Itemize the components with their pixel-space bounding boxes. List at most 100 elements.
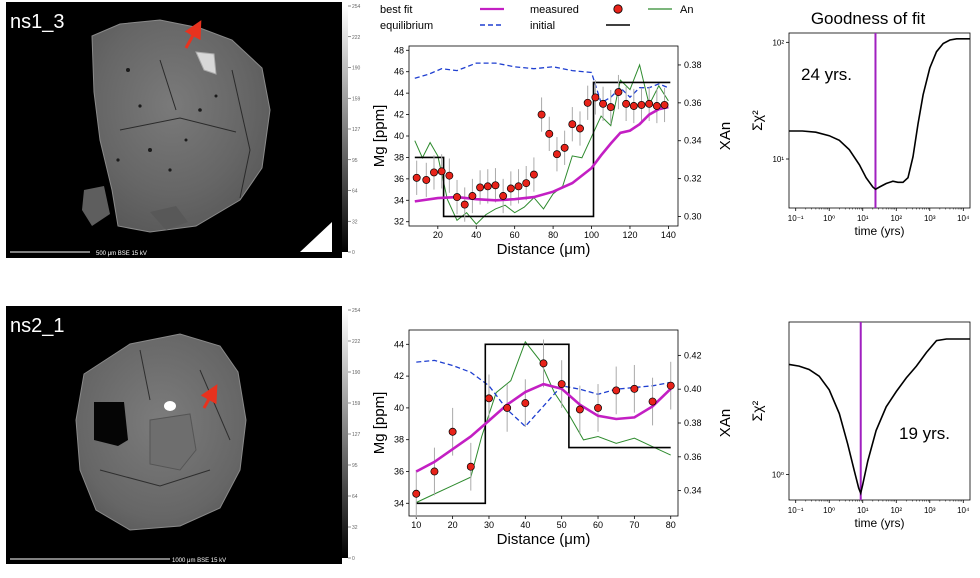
measured-point: [652, 102, 661, 110]
x-tick-label: 10⁻¹: [788, 214, 804, 223]
x-tick-label: 10²: [890, 506, 902, 515]
crack-lines: [119, 59, 251, 199]
x-tick-label: 10⁴: [957, 506, 970, 515]
y-tick-label: 34: [394, 498, 404, 508]
colorbar-ticks: 254 222 190 159 127 95 64 32 0: [348, 4, 361, 256]
measured-point: [437, 167, 446, 176]
x-tick-label: 10: [411, 520, 421, 530]
chi2-curve: [788, 338, 970, 496]
measured-point: [448, 427, 457, 436]
y-tick-label: 40: [394, 131, 404, 141]
an-series: [416, 340, 671, 503]
y-tick-label: 10²: [772, 38, 784, 47]
y-axis-label: Σχ²: [749, 110, 765, 131]
colorbar-tick-label: 64: [352, 494, 358, 500]
plot-frame: [788, 32, 971, 209]
legend-an-label: An: [680, 4, 693, 16]
measured-point: [637, 100, 646, 109]
measured-point: [612, 386, 621, 395]
measured-point: [453, 193, 461, 202]
x-tick-label: 10⁰: [823, 214, 835, 223]
measured-point: [483, 182, 492, 191]
x-tick-label: 20: [433, 230, 443, 240]
measured-point: [521, 399, 530, 408]
plot-frame: [408, 45, 679, 227]
best-fit-series: [415, 382, 672, 473]
x-tick-label: 20: [448, 520, 458, 530]
measured-point: [545, 129, 554, 138]
measured-point: [666, 381, 675, 390]
x-tick-label: 10⁴: [957, 214, 970, 223]
y2-tick-label: 0.34: [684, 136, 702, 146]
y-tick-label: 42: [394, 110, 404, 120]
x-tick-label: 40: [471, 230, 481, 240]
y-tick-label: 46: [394, 67, 404, 77]
colorbar-tick-label: 64: [352, 189, 358, 195]
measured-point: [445, 171, 454, 180]
legend-initial-label: initial: [530, 20, 555, 32]
colorbar-tick-label: 32: [352, 525, 358, 531]
y2-tick-label: 0.38: [684, 418, 702, 428]
measured-point: [591, 93, 600, 102]
measured-point: [553, 150, 561, 159]
goodness-of-fit-title: Goodness of fit: [811, 9, 926, 28]
measured-point: [412, 173, 421, 182]
y-axis-label: Mg [ppm]: [371, 105, 388, 168]
profile-plot-ns2-1: 10 20 30 40 50 60 70 80 34 36 38 40 42 44 0.34 0.36 0.38…: [371, 329, 734, 548]
measured-point: [422, 175, 431, 184]
colorbar-tick-label: 95: [352, 463, 358, 469]
measured-point: [576, 124, 584, 133]
measured-point: [503, 403, 512, 412]
colorbar-tick-label: 32: [352, 219, 358, 225]
measured-point: [412, 489, 421, 498]
y2-tick-label: 0.36: [684, 452, 702, 462]
measured-point: [522, 179, 531, 188]
x-tick-label: 10²: [890, 214, 902, 223]
best-time-label: 24 yrs.: [801, 65, 852, 84]
y-tick-label: 42: [394, 371, 404, 381]
x-tick-label: 30: [484, 520, 494, 530]
dark-pores: [116, 68, 218, 172]
corner-triangle: [300, 222, 332, 252]
x-tick-label: 10¹: [857, 506, 869, 515]
y2-tick-label: 0.42: [684, 350, 702, 360]
measured-point: [648, 397, 657, 406]
colorbar-ticks: 254 222 190 159 127 95 64 32 0: [348, 308, 361, 562]
colorbar-tick-label: 0: [352, 556, 355, 562]
plot-frame: [788, 321, 971, 501]
y-tick-label: 38: [394, 152, 404, 162]
measured-point: [629, 102, 638, 110]
bright-inclusion: [195, 51, 217, 75]
y2-tick-label: 0.40: [684, 384, 702, 394]
measured-point: [583, 98, 592, 107]
y-tick-label: 44: [394, 88, 404, 98]
x-tick-label: 40: [520, 520, 530, 530]
measured-point: [606, 103, 615, 112]
colorbar-tick-label: 222: [352, 339, 361, 345]
measured-point: [466, 462, 475, 471]
chi2-curve: [789, 37, 970, 191]
equilibrium-series: [416, 359, 671, 428]
measured-point: [645, 99, 654, 108]
y-tick-label: 48: [394, 45, 404, 55]
measured-point: [537, 110, 546, 119]
measured-point: [630, 384, 639, 393]
y2-axis-label: XAn: [717, 122, 734, 150]
colorbar-tick-label: 0: [352, 250, 355, 256]
y-tick-label: 36: [394, 466, 404, 476]
x-tick-label: 140: [661, 230, 676, 240]
inner-zone: [149, 413, 197, 471]
measured-point: [430, 467, 439, 476]
initial-series: [414, 81, 671, 218]
equilibrium-series: [414, 62, 669, 104]
y-tick-label: 32: [394, 217, 404, 227]
arrow: [200, 384, 218, 409]
legend-equilibrium-label: equilibrium: [380, 20, 433, 32]
crack-lines: [99, 349, 231, 487]
y-tick-label: 44: [394, 339, 404, 349]
measured-point: [560, 143, 569, 152]
measured-point: [614, 88, 623, 97]
colorbar-tick-label: 254: [352, 4, 361, 10]
